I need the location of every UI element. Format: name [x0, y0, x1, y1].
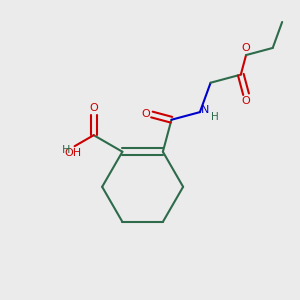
Text: H: H: [212, 112, 219, 122]
Text: O: O: [141, 109, 150, 119]
Text: O: O: [242, 96, 250, 106]
Text: O: O: [242, 44, 250, 53]
Text: H: H: [62, 145, 70, 155]
Text: OH: OH: [64, 148, 81, 158]
Text: N: N: [201, 105, 210, 115]
Text: O: O: [89, 103, 98, 113]
